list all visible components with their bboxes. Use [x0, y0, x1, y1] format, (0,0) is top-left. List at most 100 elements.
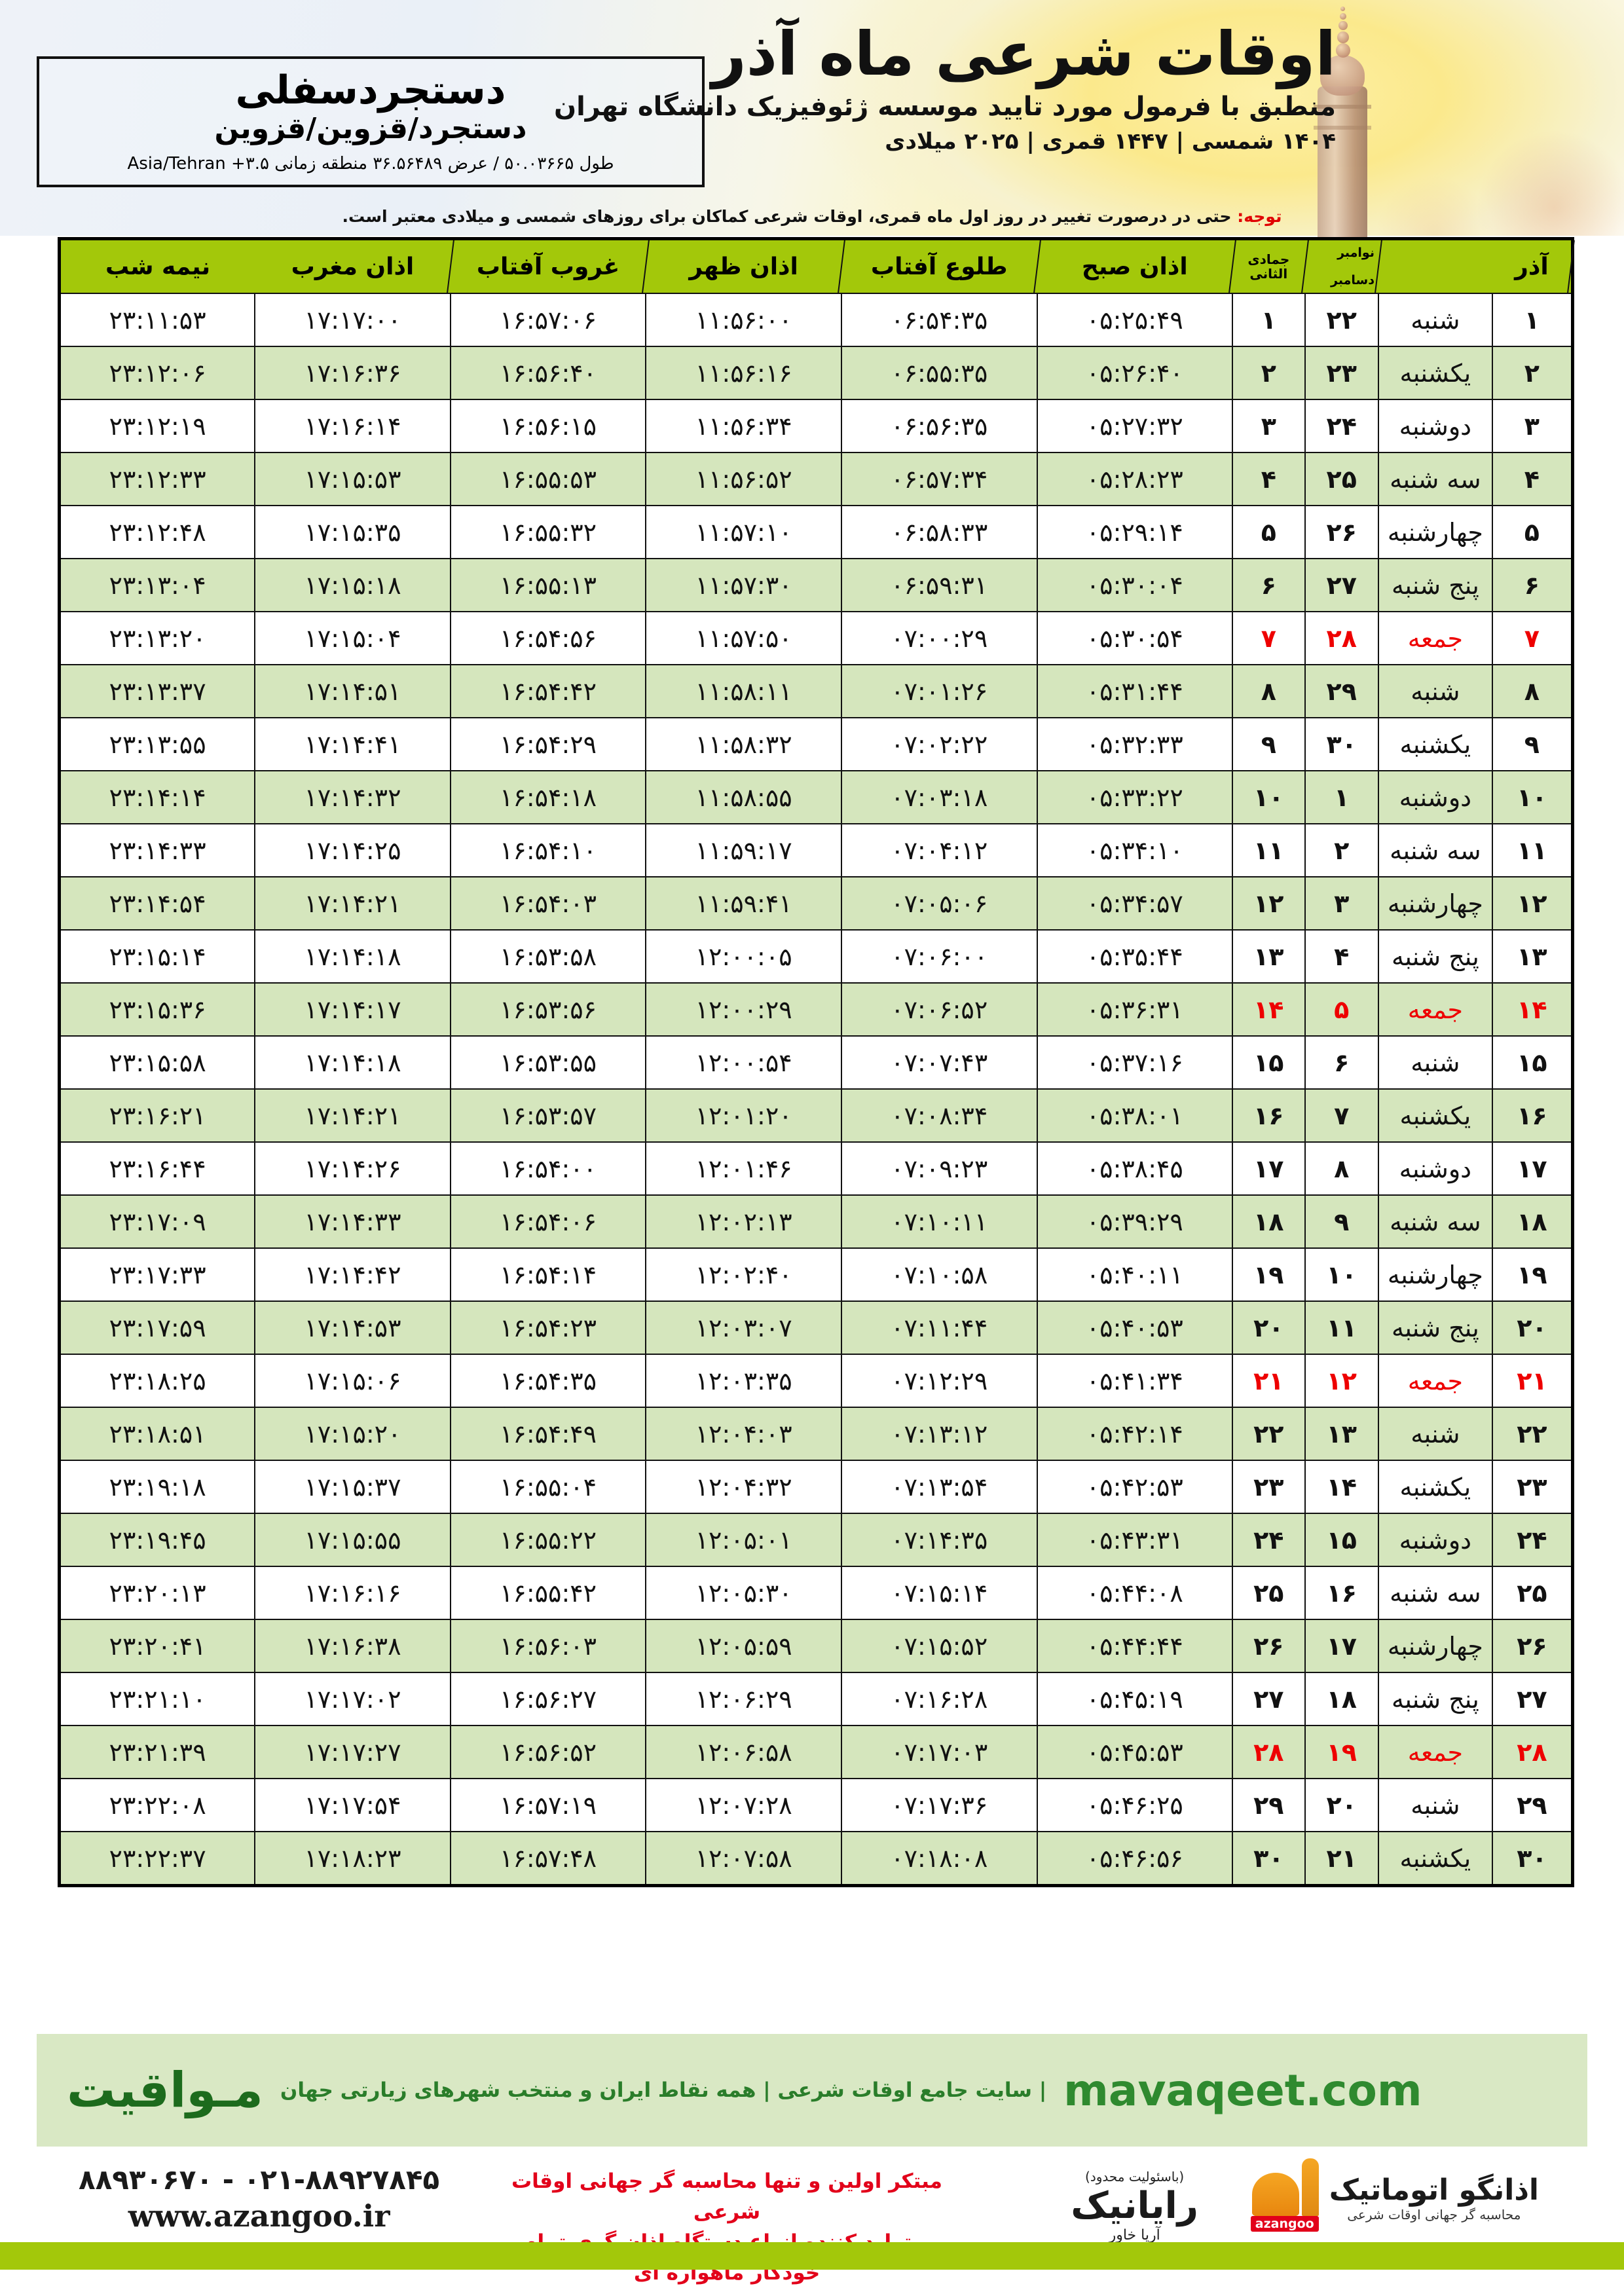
cell-fajr: ۰۵:۳۸:۴۵ — [1036, 1141, 1234, 1196]
col-header-hijri: جمادی الثانی — [1232, 238, 1309, 293]
cell-midnight: ۲۳:۱۶:۲۱ — [58, 1088, 256, 1143]
cell-dhuhr: ۱۱:۵۹:۴۱ — [645, 876, 842, 931]
cell-fajr: ۰۵:۳۰:۰۴ — [1036, 558, 1234, 612]
cell-sunset: ۱۶:۵۷:۱۹ — [449, 1778, 647, 1832]
table-row: ۱۸ سه شنبه ۹ ۱۸ ۰۵:۳۹:۲۹ ۰۷:۱۰:۱۱ ۱۲:۰۲:۱۳ ۱۶:۵… — [58, 1194, 1574, 1249]
cell-sunrise: ۰۷:۱۷:۰۳ — [840, 1725, 1038, 1779]
cell-midnight: ۲۳:۱۱:۵۳ — [58, 293, 256, 347]
cell-maghrib: ۱۷:۱۴:۴۱ — [254, 717, 451, 771]
cell-greg: ۶ — [1304, 1035, 1379, 1090]
cell-maghrib: ۱۷:۱۵:۲۰ — [254, 1407, 451, 1461]
cell-greg: ۵ — [1304, 982, 1379, 1037]
cell-dhuhr: ۱۲:۰۳:۳۵ — [645, 1354, 842, 1408]
cell-midnight: ۲۳:۱۸:۵۱ — [58, 1407, 256, 1461]
cell-greg: ۸ — [1304, 1141, 1379, 1196]
cell-weekday: جمعه — [1377, 982, 1493, 1037]
cell-greg: ۲۰ — [1304, 1778, 1379, 1832]
table-row: ۲۳ یکشنبه ۱۴ ۲۳ ۰۵:۴۲:۵۳ ۰۷:۱۳:۵۴ ۱۲:۰۴:۳۲ ۱۶:۵… — [58, 1460, 1574, 1514]
cell-weekday: یکشنبه — [1377, 717, 1493, 771]
cell-dhuhr: ۱۱:۵۶:۳۴ — [645, 399, 842, 453]
cell-dhuhr: ۱۲:۰۰:۰۵ — [645, 929, 842, 984]
cell-greg: ۲۹ — [1304, 664, 1379, 718]
cell-greg: ۲۲ — [1304, 293, 1379, 347]
cell-hijri: ۲۱ — [1232, 1354, 1306, 1408]
calendar-years: ۱۴۰۴ شمسی | ۱۴۴۷ قمری | ۲۰۲۵ میلادی — [885, 128, 1336, 155]
cell-hijri: ۷ — [1232, 611, 1306, 665]
cell-hijri: ۱۹ — [1232, 1247, 1306, 1302]
cell-midnight: ۲۳:۱۶:۴۴ — [58, 1141, 256, 1196]
cell-dhuhr: ۱۱:۵۷:۳۰ — [645, 558, 842, 612]
col-header-azar: آذر — [1492, 238, 1575, 293]
brand-website[interactable]: mavaqeet.com — [1063, 2065, 1422, 2116]
cell-fajr: ۰۵:۴۶:۲۵ — [1036, 1778, 1234, 1832]
cell-hijri: ۸ — [1232, 664, 1306, 718]
cell-weekday: یکشنبه — [1377, 1460, 1493, 1514]
table-row: ۱ شنبه ۲۲ ۱ ۰۵:۲۵:۴۹ ۰۶:۵۴:۳۵ ۱۱:۵۶:۰۰ ۱۶:۵۷:۰۶… — [58, 293, 1574, 347]
cell-hijri: ۵ — [1232, 505, 1306, 559]
cell-dhuhr: ۱۲:۰۶:۵۸ — [645, 1725, 842, 1779]
cell-sunrise: ۰۷:۱۵:۱۴ — [840, 1566, 1038, 1620]
cell-day: ۲۵ — [1491, 1566, 1574, 1620]
table-row: ۱۱ سه شنبه ۲ ۱۱ ۰۵:۳۴:۱۰ ۰۷:۰۴:۱۲ ۱۱:۵۹:۱۷ ۱۶:۵… — [58, 823, 1574, 877]
cell-fajr: ۰۵:۲۸:۲۳ — [1036, 452, 1234, 506]
table-header-row: آذر نوامبر دسامبر جمادی الثانی اذان صبح … — [59, 238, 1575, 293]
brand-name-fa: مـواقیت — [67, 2062, 263, 2118]
cell-maghrib: ۱۷:۱۷:۵۴ — [254, 1778, 451, 1832]
cell-hijri: ۶ — [1232, 558, 1306, 612]
col-header-fajr: اذان صبح — [1037, 238, 1236, 293]
cell-sunset: ۱۶:۵۵:۴۲ — [449, 1566, 647, 1620]
cell-maghrib: ۱۷:۱۶:۳۶ — [254, 346, 451, 400]
cell-dhuhr: ۱۲:۰۲:۴۰ — [645, 1247, 842, 1302]
cell-maghrib: ۱۷:۱۵:۳۵ — [254, 505, 451, 559]
cell-midnight: ۲۳:۱۹:۴۵ — [58, 1513, 256, 1567]
cell-dhuhr: ۱۲:۰۱:۴۶ — [645, 1141, 842, 1196]
cell-maghrib: ۱۷:۱۴:۲۱ — [254, 876, 451, 931]
cell-midnight: ۲۳:۱۲:۱۹ — [58, 399, 256, 453]
cell-sunrise: ۰۷:۱۳:۱۲ — [840, 1407, 1038, 1461]
table-row: ۶ پنج شنبه ۲۷ ۶ ۰۵:۳۰:۰۴ ۰۶:۵۹:۳۱ ۱۱:۵۷:۳۰ ۱۶:۵… — [58, 558, 1574, 612]
cell-midnight: ۲۳:۱۹:۱۸ — [58, 1460, 256, 1514]
cell-maghrib: ۱۷:۱۵:۱۸ — [254, 558, 451, 612]
cell-weekday: شنبه — [1377, 1035, 1493, 1090]
cell-fajr: ۰۵:۳۷:۱۶ — [1036, 1035, 1234, 1090]
location-box: دستجردسفلی دستجرد/قزوین/قزوین طول ۵۰.۰۳۶… — [37, 56, 705, 187]
cell-greg: ۳۰ — [1304, 717, 1379, 771]
cell-greg: ۹ — [1304, 1194, 1379, 1249]
cell-sunrise: ۰۷:۰۰:۲۹ — [840, 611, 1038, 665]
cell-sunrise: ۰۷:۰۳:۱۸ — [840, 770, 1038, 824]
cell-greg: ۲۷ — [1304, 558, 1379, 612]
cell-hijri: ۲۴ — [1232, 1513, 1306, 1567]
col-header-gregorian: نوامبر دسامبر — [1304, 238, 1382, 293]
cell-fajr: ۰۵:۳۹:۲۹ — [1036, 1194, 1234, 1249]
col-header-midnight: نیمه شب — [59, 238, 255, 293]
cell-greg: ۱۰ — [1304, 1247, 1379, 1302]
cell-fajr: ۰۵:۲۵:۴۹ — [1036, 293, 1234, 347]
cell-sunrise: ۰۷:۱۵:۵۲ — [840, 1619, 1038, 1673]
table-row: ۲۲ شنبه ۱۳ ۲۲ ۰۵:۴۲:۱۴ ۰۷:۱۳:۱۲ ۱۲:۰۴:۰۳ ۱۶:۵۴:… — [58, 1407, 1574, 1461]
cell-sunset: ۱۶:۵۳:۵۶ — [449, 982, 647, 1037]
cell-sunrise: ۰۷:۱۶:۲۸ — [840, 1672, 1038, 1726]
cell-day: ۲۶ — [1491, 1619, 1574, 1673]
table-row: ۱۴ جمعه ۵ ۱۴ ۰۵:۳۶:۳۱ ۰۷:۰۶:۵۲ ۱۲:۰۰:۲۹ ۱۶:۵۳:۵… — [58, 982, 1574, 1037]
footer-website[interactable]: www.azangoo.ir — [128, 2198, 390, 2234]
cell-greg: ۱۵ — [1304, 1513, 1379, 1567]
cell-fajr: ۰۵:۴۴:۴۴ — [1036, 1619, 1234, 1673]
table-row: ۱۷ دوشنبه ۸ ۱۷ ۰۵:۳۸:۴۵ ۰۷:۰۹:۲۳ ۱۲:۰۱:۴۶ ۱۶:۵۴… — [58, 1141, 1574, 1196]
note-line: توجه: حتی در درصورت تغییر در روز اول ماه… — [0, 207, 1624, 226]
cell-midnight: ۲۳:۱۳:۲۰ — [58, 611, 256, 665]
cell-maghrib: ۱۷:۱۶:۳۸ — [254, 1619, 451, 1673]
cell-dhuhr: ۱۱:۵۷:۵۰ — [645, 611, 842, 665]
footer-phone[interactable]: ۰۲۱-۸۸۹۲۷۸۴۵ - ۸۸۹۳۰۶۷۰ — [79, 2164, 440, 2196]
cell-dhuhr: ۱۱:۵۷:۱۰ — [645, 505, 842, 559]
cell-sunrise: ۰۷:۰۲:۲۲ — [840, 717, 1038, 771]
cell-day: ۱ — [1491, 293, 1574, 347]
cell-maghrib: ۱۷:۱۸:۲۳ — [254, 1831, 451, 1887]
cell-day: ۲۱ — [1491, 1354, 1574, 1408]
cell-midnight: ۲۳:۱۵:۳۶ — [58, 982, 256, 1037]
cell-greg: ۱۴ — [1304, 1460, 1379, 1514]
azangoo-logo: اذانگو اتوماتیک محاسبه گر جهانی اوقات شر… — [1249, 2158, 1539, 2232]
cell-hijri: ۲۶ — [1232, 1619, 1306, 1673]
cell-sunset: ۱۶:۵۴:۴۹ — [449, 1407, 647, 1461]
cell-midnight: ۲۳:۱۷:۰۹ — [58, 1194, 256, 1249]
prayer-times-table-wrap: آذر نوامبر دسامبر جمادی الثانی اذان صبح … — [58, 237, 1575, 1887]
